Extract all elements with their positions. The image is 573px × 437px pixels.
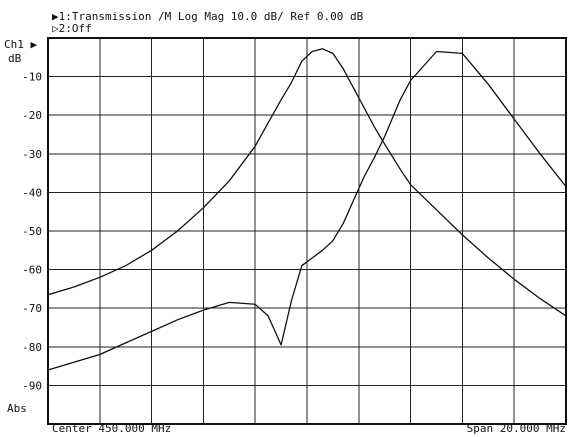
trace-2-header: ▷2:Off (52, 22, 92, 35)
y-axis-ticks: -10 -20 -30 -40 -50 -60 -70 -80 -90 (22, 71, 42, 393)
y-tick-label: -90 (22, 379, 42, 392)
y-tick-label: -50 (22, 225, 42, 238)
trace-group (47, 48, 567, 371)
y-tick-label: -10 (22, 71, 42, 84)
y-tick-label: -30 (22, 148, 42, 161)
y-unit-label: dB (8, 52, 22, 65)
span-label: Span 20.000 MHz (467, 422, 566, 435)
format-label: Abs (7, 402, 27, 415)
channel-label: Ch1 ▶ (4, 38, 37, 51)
trace-1-header: ▶1:Transmission /M Log Mag 10.0 dB/ Ref … (52, 10, 364, 23)
chart-grid (48, 38, 566, 424)
y-tick-label: -40 (22, 186, 42, 199)
y-tick-label: -60 (22, 264, 42, 277)
trace-line-2 (47, 50, 567, 371)
plot-frame (47, 37, 567, 425)
center-frequency-label: Center 450.000 MHz (52, 422, 171, 435)
trace-line-1 (47, 48, 567, 317)
y-tick-label: -70 (22, 302, 42, 315)
y-tick-label: -80 (22, 341, 42, 354)
y-tick-label: -20 (22, 109, 42, 122)
